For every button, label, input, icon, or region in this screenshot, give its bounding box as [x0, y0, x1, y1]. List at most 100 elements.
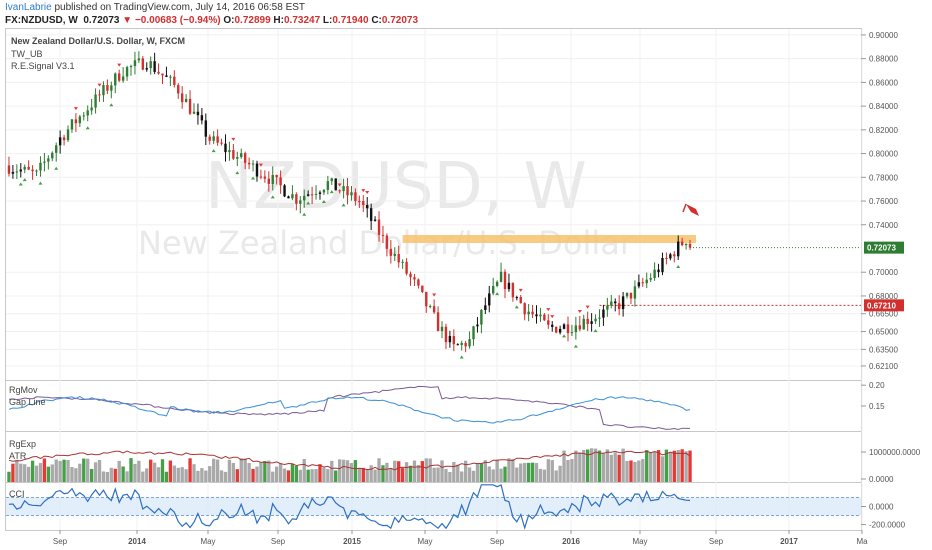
signal-marker: [85, 126, 90, 130]
candle-body: [680, 241, 684, 246]
candle-body: [684, 243, 688, 246]
atr-bar: [137, 460, 141, 482]
candle-body: [499, 271, 503, 282]
candle-body: [511, 282, 515, 298]
author-link[interactable]: IvanLabrie: [5, 2, 52, 13]
candle-body: [117, 73, 121, 81]
candle-body: [271, 174, 274, 184]
candle-body: [421, 285, 424, 292]
atr-bar: [507, 458, 511, 482]
signal-marker: [341, 203, 346, 207]
atr-bar: [337, 459, 342, 482]
x-tick-label: 2015: [343, 537, 361, 546]
candle-body: [625, 292, 629, 297]
atr-bar: [271, 471, 275, 482]
signal-marker: [38, 181, 43, 185]
candle-body: [562, 324, 566, 329]
atr-bar: [227, 459, 232, 482]
atr-bar: [164, 471, 169, 482]
candle-body: [78, 116, 82, 124]
atr-bar: [645, 450, 649, 482]
atr-bar: [680, 449, 684, 482]
candle-body: [149, 61, 152, 69]
candle-body: [165, 75, 168, 77]
candle-body: [460, 342, 463, 345]
atr-bar: [357, 467, 362, 482]
atr-bar: [97, 459, 102, 482]
last-price: 0.72073: [83, 15, 120, 26]
candle-body: [141, 58, 145, 70]
candle-body: [236, 157, 239, 159]
candle-body: [110, 85, 113, 91]
candle-body: [192, 111, 196, 114]
candle-body: [98, 94, 101, 96]
atr-bar: [54, 459, 58, 482]
candle-body: [137, 58, 141, 61]
x-tick-label: 2017: [780, 537, 798, 546]
candle-body: [338, 190, 341, 192]
candle-body: [129, 66, 133, 68]
atr-bar: [125, 471, 129, 482]
atr-bar: [50, 464, 54, 482]
publish-line: IvanLabrie published on TradingView.com,…: [5, 1, 305, 14]
atr-bar: [121, 466, 125, 482]
symbol-name[interactable]: FX:NZDUSD, W: [5, 15, 78, 26]
candle-body: [173, 76, 176, 86]
atr-bar: [460, 471, 464, 482]
atr-bar: [117, 460, 121, 482]
candle-body: [86, 110, 89, 116]
candle-body: [220, 142, 223, 144]
candle-body: [397, 253, 400, 263]
candle-body: [570, 332, 574, 334]
atr-bar: [176, 467, 180, 482]
candle-body: [507, 282, 511, 290]
x-axis: Sep 2014 May Sep 2015 May Sep 2016 May Sep 2017 Ma: [53, 530, 868, 546]
atr-bar: [519, 463, 523, 482]
signal-marker: [231, 137, 236, 141]
indicator-tw-ub: TW_UB: [11, 49, 43, 59]
atr-bar: [133, 463, 137, 482]
candle-body: [188, 98, 192, 114]
atr-bar: [34, 465, 39, 482]
candle-body: [291, 194, 294, 199]
atr-bar: [188, 458, 192, 482]
candle-body: [106, 85, 109, 91]
atr-bar: [46, 466, 51, 482]
candle-body: [169, 76, 172, 78]
signal-marker: [546, 308, 551, 312]
y-tick-label: 0.82000: [869, 126, 898, 135]
atr-bar: [589, 448, 594, 482]
atr-bar: [318, 464, 322, 482]
candle-body: [547, 320, 550, 325]
candle-body: [366, 205, 369, 209]
atr-bar: [196, 470, 200, 482]
atr-bar: [302, 459, 306, 482]
signal-marker: [18, 182, 23, 186]
atr-bar: [263, 461, 267, 482]
atr-bar: [11, 463, 15, 482]
signal-marker: [495, 292, 500, 296]
atr-bar: [26, 466, 31, 482]
candle-body: [393, 253, 396, 256]
atr-bar: [566, 459, 570, 482]
candle-body: [283, 185, 286, 197]
rgmov-purple-line: [8, 385, 690, 431]
atr-bar: [306, 469, 310, 482]
candle-body: [224, 143, 227, 153]
candle-body: [665, 257, 668, 259]
signal-marker: [577, 309, 582, 313]
atr-bar: [109, 467, 113, 482]
candle-body: [259, 176, 263, 178]
candle-body: [287, 196, 290, 199]
signal-marker: [97, 83, 102, 87]
candle-body: [456, 344, 459, 346]
candle-body: [574, 325, 578, 333]
atr-bar: [82, 458, 86, 482]
atr-bar: [475, 463, 480, 482]
close-label: C:: [371, 15, 382, 26]
candle-body: [157, 71, 160, 74]
close-value: 0.72073: [381, 15, 419, 26]
atr-bar: [385, 462, 389, 482]
candle-body: [326, 181, 330, 190]
